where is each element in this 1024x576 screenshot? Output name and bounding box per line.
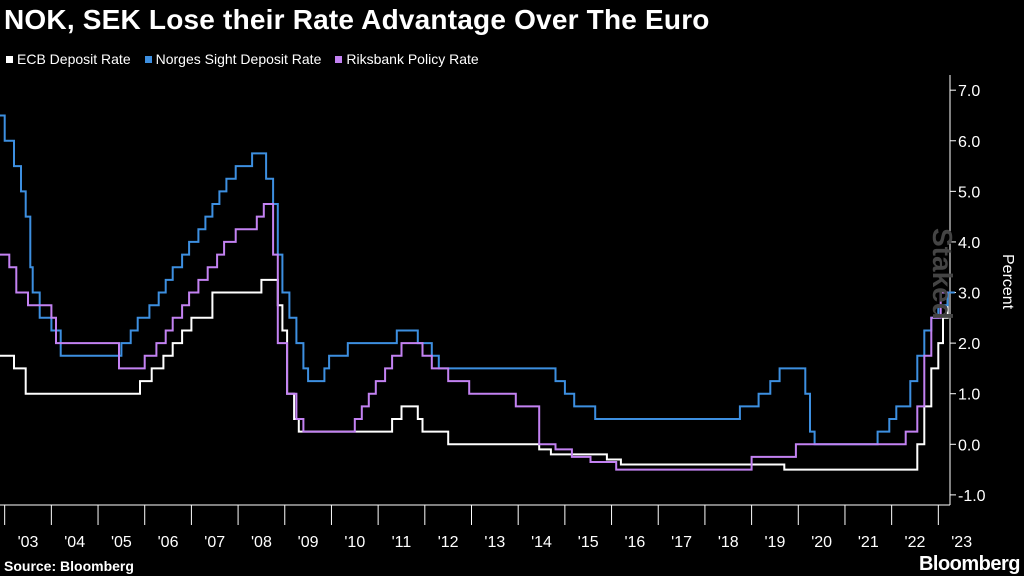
legend-item-riksbank: Riksbank Policy Rate	[335, 51, 479, 67]
y-tick-label: 2.0	[958, 336, 980, 353]
y-axis-label: Percent	[999, 254, 1016, 310]
y-tick-label: 0.0	[958, 437, 980, 454]
chart-legend: ECB Deposit Rate Norges Sight Deposit Ra…	[6, 51, 479, 67]
x-tick-label: '06	[158, 534, 179, 551]
x-tick-label: '08	[251, 534, 272, 551]
x-tick-label: '18	[718, 534, 739, 551]
x-tick-label: '09	[298, 534, 319, 551]
y-tick-label: -1.0	[958, 488, 986, 505]
x-tick-label: '14	[531, 534, 552, 551]
legend-label-norges: Norges Sight Deposit Rate	[155, 51, 322, 67]
bloomberg-logo: Bloomberg	[918, 553, 1021, 575]
legend-label-riksbank: Riksbank Policy Rate	[346, 51, 479, 67]
x-tick-label: '13	[484, 534, 505, 551]
y-tick-label: 1.0	[958, 387, 980, 404]
y-tick-label: 3.0	[958, 286, 980, 303]
x-tick-label: '05	[111, 534, 132, 551]
y-tick-label: 6.0	[958, 134, 980, 151]
x-tick-label: '23	[951, 534, 972, 551]
x-tick-label: '12	[438, 534, 459, 551]
x-tick-label: '04	[64, 534, 85, 551]
watermark-text: Staked	[927, 228, 958, 320]
x-tick-label: '17	[671, 534, 692, 551]
x-tick-label: '03	[18, 534, 39, 551]
y-tick-label: 7.0	[958, 83, 980, 100]
x-tick-label: '11	[392, 534, 412, 551]
chart-title: NOK, SEK Lose their Rate Advantage Over …	[4, 4, 710, 35]
legend-swatch-norges	[144, 55, 152, 63]
x-tick-label: '19	[765, 534, 786, 551]
x-tick-label: '16	[624, 534, 645, 551]
x-tick-label: '22	[905, 534, 926, 551]
x-tick-label: '20	[811, 534, 832, 551]
x-tick-label: '21	[858, 534, 879, 551]
legend-label-ecb: ECB Deposit Rate	[17, 51, 131, 67]
legend-swatch-riksbank	[335, 55, 343, 63]
source-note: Source: Bloomberg	[4, 558, 134, 574]
x-tick-label: '15	[578, 534, 599, 551]
legend-item-norges: Norges Sight Deposit Rate	[144, 51, 322, 67]
y-tick-label: 4.0	[958, 235, 980, 252]
y-tick-label: 5.0	[958, 184, 980, 201]
series-line-0	[0, 278, 955, 471]
x-tick-label: '10	[344, 534, 365, 551]
series-line-1	[0, 114, 955, 446]
legend-swatch-ecb	[6, 55, 13, 63]
x-tick-label: '07	[204, 534, 225, 551]
series-line-2	[0, 203, 948, 471]
legend-item-ecb: ECB Deposit Rate	[6, 51, 131, 67]
